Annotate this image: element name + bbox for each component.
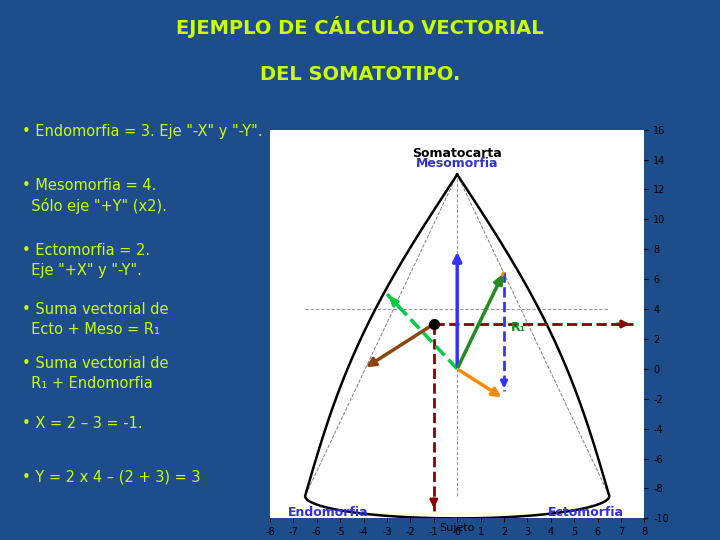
Polygon shape bbox=[305, 174, 609, 518]
Text: • X = 2 – 3 = -1.: • X = 2 – 3 = -1. bbox=[22, 416, 143, 431]
Text: Somatocarta: Somatocarta bbox=[413, 146, 502, 159]
Text: • Suma vectorial de
  Ecto + Meso = R₁: • Suma vectorial de Ecto + Meso = R₁ bbox=[22, 302, 168, 337]
Text: DEL SOMATOTIPO.: DEL SOMATOTIPO. bbox=[260, 65, 460, 84]
Text: • Mesomorfia = 4.
  Sólo eje "+Y" (x2).: • Mesomorfia = 4. Sólo eje "+Y" (x2). bbox=[22, 178, 166, 214]
Text: • Suma vectorial de
  R₁ + Endomorfia: • Suma vectorial de R₁ + Endomorfia bbox=[22, 356, 168, 391]
Text: R₁: R₁ bbox=[511, 321, 526, 334]
Text: Sujeto: Sujeto bbox=[439, 523, 475, 533]
Text: Mesomorfia: Mesomorfia bbox=[416, 157, 498, 170]
Text: • Ectomorfia = 2.
  Eje "+X" y "-Y".: • Ectomorfia = 2. Eje "+X" y "-Y". bbox=[22, 243, 150, 278]
Text: Ectomorfia: Ectomorfia bbox=[548, 507, 624, 519]
Text: • Y = 2 x 4 – (2 + 3) = 3: • Y = 2 x 4 – (2 + 3) = 3 bbox=[22, 470, 200, 485]
Text: EJEMPLO DE CÁLCULO VECTORIAL: EJEMPLO DE CÁLCULO VECTORIAL bbox=[176, 16, 544, 38]
Text: Endomorfia: Endomorfia bbox=[288, 507, 369, 519]
Text: • Endomorfia = 3. Eje "-X" y "-Y".: • Endomorfia = 3. Eje "-X" y "-Y". bbox=[22, 124, 262, 139]
